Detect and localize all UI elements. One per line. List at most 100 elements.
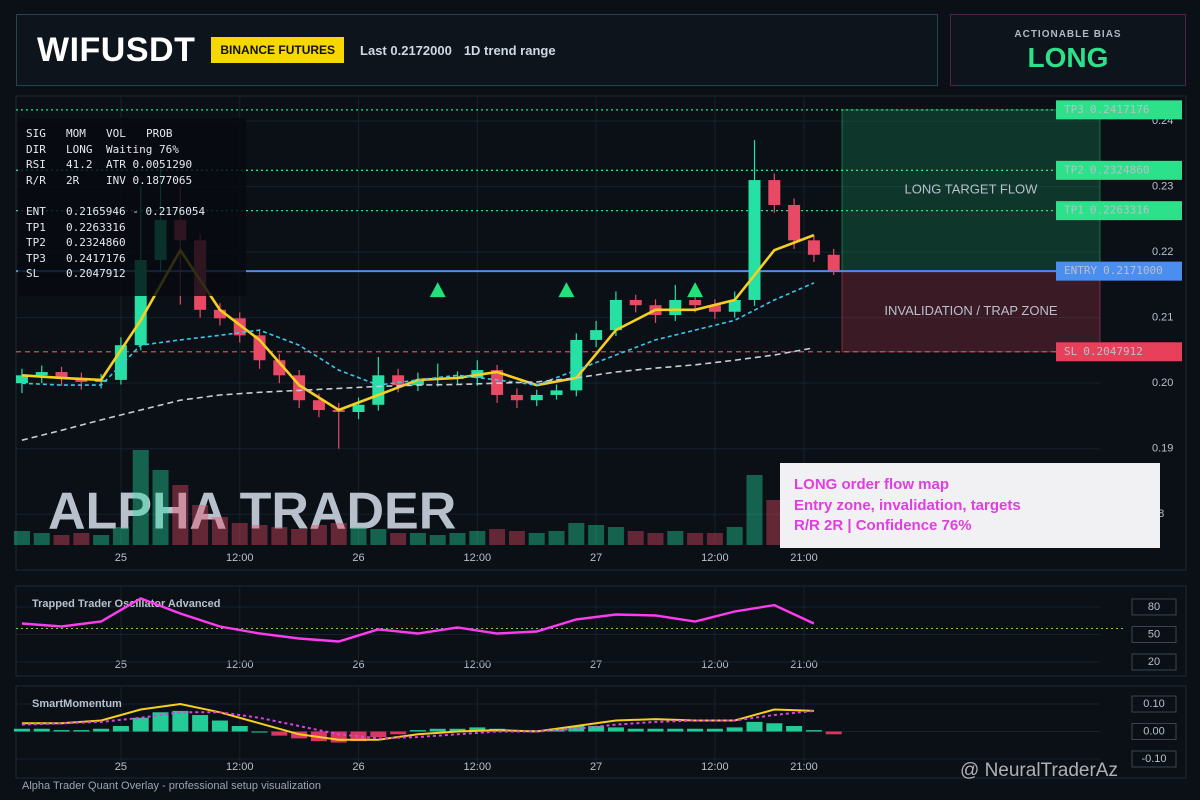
y-tick-box xyxy=(1131,750,1177,768)
candle-body xyxy=(728,299,741,312)
histogram-bar xyxy=(805,730,822,732)
candle-body xyxy=(788,204,801,241)
candle-body xyxy=(530,394,543,401)
x-tick-label: 27 xyxy=(590,761,602,773)
x-tick-label: 25 xyxy=(115,659,127,671)
y-tick-label: 0.19 xyxy=(1152,443,1173,455)
volume-bar xyxy=(588,525,605,545)
x-tick-label: 12:00 xyxy=(464,659,492,671)
volume-bar xyxy=(33,533,50,545)
y-tick-label: 0.00 xyxy=(1143,725,1164,737)
bias-label: ACTIONABLE BIAS xyxy=(1014,29,1122,40)
x-tick-label: 12:00 xyxy=(701,659,729,671)
series-line xyxy=(21,233,815,412)
x-tick-label: 27 xyxy=(590,552,602,564)
series-line xyxy=(21,702,814,741)
volume-bar xyxy=(469,531,486,545)
y-tick-label: 0.22 xyxy=(1152,246,1173,258)
candle-body xyxy=(550,390,563,395)
y-tick-box xyxy=(1131,598,1177,616)
pane-title: Trapped Trader Oscillator Advanced xyxy=(32,598,221,610)
histogram-bar xyxy=(370,731,387,738)
histogram-bar xyxy=(93,728,110,732)
note-line: R/R 2R | Confidence 76% xyxy=(794,517,972,534)
range: 1D trend range xyxy=(463,42,556,58)
histogram-bar xyxy=(172,710,189,732)
info-gap xyxy=(26,188,238,204)
y-tick-label: 80 xyxy=(1148,601,1160,613)
y-tick-label: -0.10 xyxy=(1141,753,1166,765)
histogram-bar xyxy=(112,726,129,732)
last-price: Last 0.2172000 xyxy=(360,42,452,58)
histogram-bar xyxy=(33,728,50,732)
info-row: SIG MOM VOL PROB xyxy=(26,126,238,142)
bias-panel: ACTIONABLE BIAS LONG xyxy=(950,14,1186,86)
level-label-box xyxy=(1056,342,1182,362)
x-tick-label: 21:00 xyxy=(790,761,818,773)
histogram-bar xyxy=(13,728,30,732)
y-tick-label: 0.20 xyxy=(1152,377,1173,389)
x-tick-label: 21:00 xyxy=(790,552,818,564)
x-tick-label: 12:00 xyxy=(226,552,254,564)
info-row: TP1 0.2263316 xyxy=(26,220,238,236)
volume-bar xyxy=(726,527,743,545)
note-box: LONG order flow map Entry zone, invalida… xyxy=(780,463,1160,548)
volume-bar xyxy=(409,533,426,545)
candle-body xyxy=(352,404,365,412)
level-name: TP3 xyxy=(1064,103,1084,116)
histogram-bar xyxy=(409,730,426,732)
volume-bar xyxy=(350,527,367,545)
histogram-bar xyxy=(687,728,704,732)
info-panel: SIG MOM VOL PROB DIR LONG Waiting 76% RSI 41.2 AT… xyxy=(18,118,246,296)
info-cell: INV 0.1877065 xyxy=(106,173,193,187)
info-cell: LONG xyxy=(66,142,93,156)
volume-bar xyxy=(192,505,209,545)
info-cell: 0.2165946 - 0.2176054 xyxy=(66,204,206,218)
candle-body xyxy=(392,375,405,386)
volume-bar xyxy=(112,527,129,545)
histogram-bar xyxy=(627,728,644,732)
candle-body xyxy=(570,339,583,391)
volume-bar xyxy=(251,525,268,545)
info-row: TP3 0.2417176 xyxy=(26,251,238,267)
series-line xyxy=(21,282,815,386)
candle-body xyxy=(213,309,226,319)
volume-bar xyxy=(627,531,644,545)
volume-bar xyxy=(370,529,387,545)
histogram-bar xyxy=(211,720,228,732)
histogram-bar xyxy=(607,727,624,732)
volume-bar xyxy=(152,470,169,545)
info-row: DIR LONG Waiting 76% xyxy=(26,142,238,158)
candle-body xyxy=(590,330,603,340)
candle-body xyxy=(15,375,28,384)
candle-body xyxy=(827,254,840,271)
level-value: 0.2171000 xyxy=(1103,264,1163,277)
y-tick-box xyxy=(1131,695,1177,713)
volume-bar xyxy=(429,535,446,545)
candle-body xyxy=(629,299,642,306)
x-tick-label: 26 xyxy=(352,552,364,564)
volume-bar xyxy=(291,529,308,545)
info-cell: SL xyxy=(26,267,40,281)
candle-body xyxy=(708,305,721,312)
histogram-bar xyxy=(152,712,169,732)
info-cell: TP3 xyxy=(26,251,46,265)
symbol: WIFUSDT xyxy=(37,30,196,69)
volume-bar xyxy=(132,450,149,545)
level-name: ENTRY xyxy=(1064,264,1097,277)
signal-marker xyxy=(687,282,704,298)
info-cell: 2R xyxy=(66,173,80,187)
info-cell: TP1 xyxy=(26,220,46,234)
y-tick-box xyxy=(1131,625,1177,643)
info-row: R/R 2R INV 0.1877065 xyxy=(26,173,238,189)
volume-bar xyxy=(548,531,565,545)
level-name: TP2 xyxy=(1064,163,1084,176)
histogram-bar xyxy=(350,731,367,742)
info-cell: 0.2263316 xyxy=(66,220,126,234)
note-line: LONG order flow map xyxy=(794,476,950,493)
signal-marker xyxy=(429,282,446,298)
footer: Alpha Trader Quant Overlay - professiona… xyxy=(22,780,321,792)
series-line xyxy=(21,347,815,441)
histogram-bar xyxy=(588,726,605,732)
histogram-bar xyxy=(330,731,347,743)
